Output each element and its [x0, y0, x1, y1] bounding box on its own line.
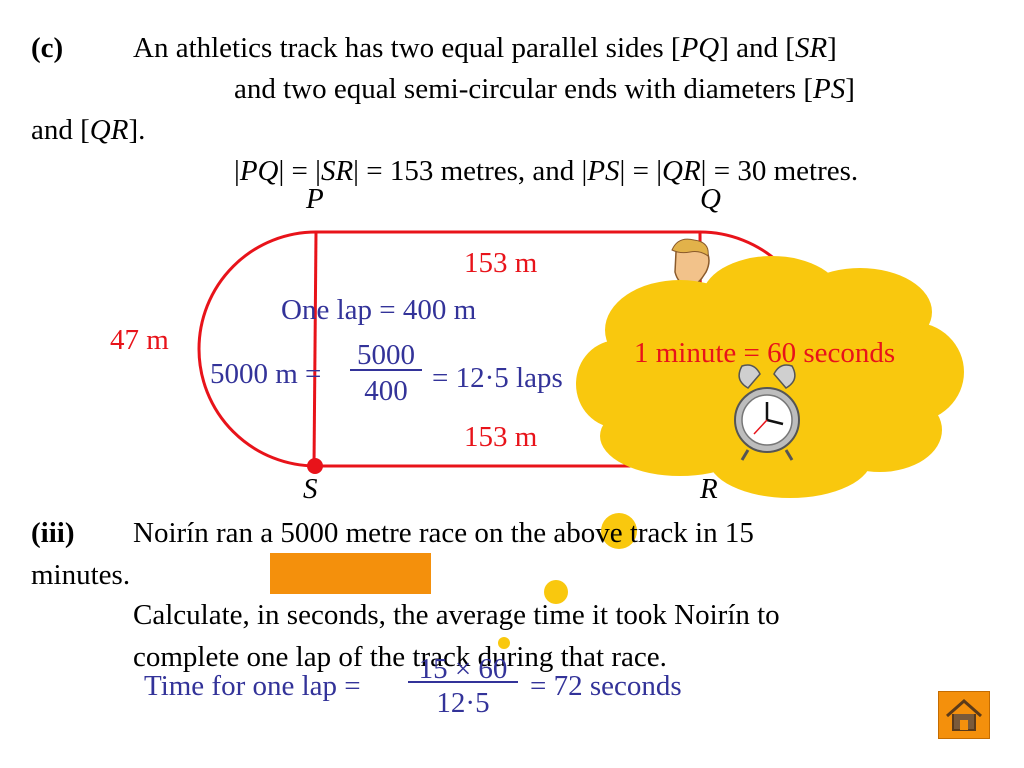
laps-fraction: 5000 400: [350, 337, 422, 409]
answer-lhs: Time for one lap =: [144, 670, 361, 702]
vertex-label-s: S: [303, 473, 318, 505]
fraction-bar: [350, 369, 422, 371]
part-c-line-2: and two equal semi-circular ends with di…: [234, 73, 855, 105]
cloud-bubble-large: [601, 513, 637, 549]
laps-lhs: 5000 m =: [210, 358, 322, 390]
answer-fraction-bar: [408, 681, 518, 683]
one-lap-text: One lap = 400 m: [281, 294, 477, 326]
answer-rhs: = 72 seconds: [530, 670, 682, 702]
diameter-ps: [312, 231, 318, 467]
cloud-text: 1 minute = 60 seconds: [634, 337, 896, 369]
home-button[interactable]: [938, 691, 990, 739]
cloud-bubble-small: [498, 637, 510, 649]
cloud-callout: [498, 256, 964, 649]
alarm-clock-icon: [734, 364, 800, 461]
vertex-label-p: P: [306, 183, 324, 215]
top-side-length: 153 m: [464, 247, 538, 279]
part-c-line-3: and [QR].: [31, 114, 146, 146]
part-iii-line-2: minutes.: [31, 559, 131, 591]
laps-denominator: 400: [364, 375, 408, 407]
cloud-bubble-medium: [544, 580, 568, 604]
laps-numerator: 5000: [357, 339, 415, 371]
highlight-box: [270, 553, 431, 594]
home-icon: [946, 698, 982, 731]
part-iii-label: (iii): [31, 517, 75, 549]
vertex-label-q: Q: [700, 183, 721, 215]
vertex-label-r: R: [700, 473, 718, 505]
answer-denominator: 12·5: [436, 687, 490, 719]
curved-end-length: 47 m: [110, 324, 169, 356]
part-iii-line-3: Calculate, in seconds, the average time …: [133, 599, 780, 631]
part-c-line-4: |PQ| = |SR| = 153 metres, and |PS| = |QR…: [234, 155, 859, 187]
answer-numerator: 15 × 60: [418, 653, 508, 685]
bottom-side-length: 153 m: [464, 421, 538, 453]
part-iii-line-1: Noirín ran a 5000 metre race on the abov…: [133, 517, 754, 549]
part-c-label: (c): [31, 32, 64, 64]
start-dot: [307, 458, 323, 474]
answer-fraction: 15 × 60 12·5: [408, 651, 518, 721]
laps-rhs: = 12·5 laps: [432, 362, 563, 394]
part-iii-line-4: complete one lap of the track during tha…: [133, 641, 667, 673]
part-c-line-1: An athletics track has two equal paralle…: [133, 32, 837, 64]
